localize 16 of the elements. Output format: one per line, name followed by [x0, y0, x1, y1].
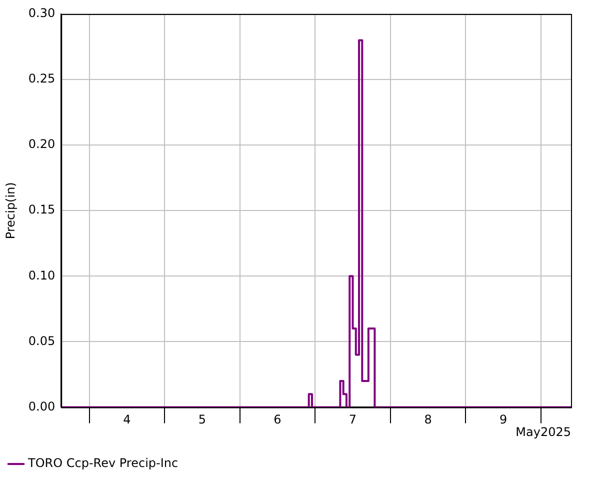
y-tick-label: 0.05 [28, 334, 56, 348]
x-tick-label: 9 [499, 412, 508, 427]
y-tick-label: 0.20 [28, 137, 56, 152]
y-tick-label: 0.25 [28, 72, 56, 86]
y-tick-label: 0.15 [28, 202, 56, 217]
y-tick-label: 0.00 [28, 399, 56, 414]
x-axis-title: May2025 [516, 424, 571, 439]
x-tick-label: 4 [123, 412, 131, 427]
y-axis-title: Precip(in) [3, 182, 18, 240]
x-tick-label: 6 [274, 412, 282, 427]
legend-label: TORO Ccp-Rev Precip-Inc [27, 456, 178, 470]
y-tick-label: 0.30 [28, 6, 56, 20]
x-tick-label: 5 [198, 412, 206, 427]
x-tick-label: 7 [348, 412, 357, 427]
y-tick-label: 0.10 [28, 268, 56, 282]
x-tick-label: 8 [424, 412, 432, 427]
